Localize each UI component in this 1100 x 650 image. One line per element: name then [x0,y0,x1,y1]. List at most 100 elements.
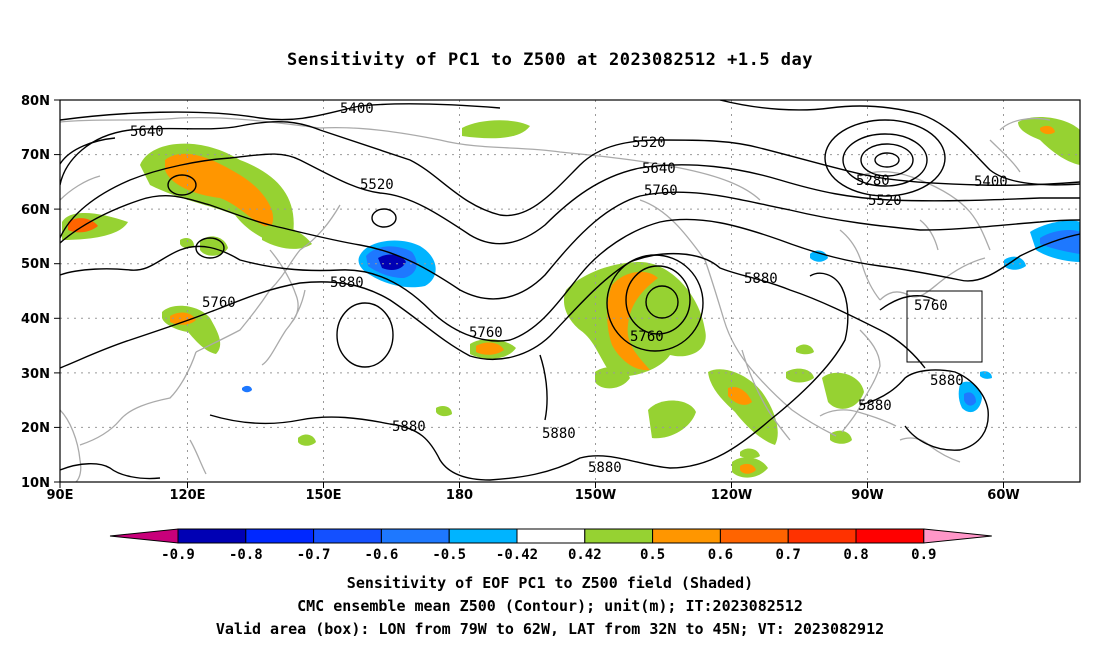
lat-label: 40N [21,312,50,327]
colorbar-box [855,528,925,544]
shade-positive [462,120,530,139]
shade-positive-core [476,342,504,355]
shade-positive [740,448,760,459]
contour-label: 5520 [632,135,666,151]
lon-label: 90W [851,488,883,503]
contour-label: 5880 [542,426,576,442]
colorbar-label: 0.6 [708,547,733,563]
colorbar-label: 0.8 [843,547,868,563]
contour-line [860,143,914,177]
shade-positive [262,224,312,249]
contour-line [60,137,116,165]
contour-line [645,285,679,319]
gridlines [60,100,1080,482]
latitude-labels: 80N 70N 60N 50N 40N 30N 20N 10N [21,94,50,491]
lat-label: 60N [21,203,50,218]
lon-label: 120E [169,488,205,503]
contour-line [879,294,936,311]
contour-line [60,253,926,369]
shade-positive [180,238,194,249]
contour-label: 5880 [392,419,426,435]
colorbar-label: -0.7 [297,547,331,563]
colorbar-box [787,528,857,544]
colorbar-box [380,528,450,544]
shade-negative-darkcore [378,254,406,270]
shade-positive-core [165,153,274,228]
colorbar-box [177,528,247,544]
lat-label: 20N [21,421,50,436]
colorbar-cap-right [923,528,992,544]
lon-label: 180 [446,488,473,503]
colorbar-label: -0.5 [432,547,466,563]
colorbar-box [448,528,518,544]
shade-positive [162,305,221,354]
contour-line [842,133,928,187]
contour-label: 5400 [340,101,374,117]
contour-line [60,218,1080,342]
contour-line [60,103,501,121]
colorbar-label: 0.42 [568,547,602,563]
contour-line [209,272,849,481]
lon-label: 90E [47,488,74,503]
shade-positive [648,400,696,439]
lon-label: 60W [987,488,1019,503]
contour-line [195,237,225,259]
longitude-labels: 90E 120E 150E 180 150W 120W 90W 60W [47,488,1020,503]
lon-label: 150W [575,488,616,503]
shade-negative-core [964,392,976,406]
colorbar-label: 0.7 [776,547,801,563]
shade-positive [708,369,778,445]
contour-line [539,354,548,421]
contour-line [874,152,900,168]
shade-positive [822,372,864,409]
shade-negative [810,250,828,262]
shade-positive-core [740,463,756,474]
shade-positive [786,368,814,383]
map-frame [59,99,1081,483]
z500-contours [60,100,1080,481]
lat-label: 50N [21,257,50,272]
shade-positive [298,434,316,446]
contour-label: 5760 [202,295,236,311]
colorbar-box [719,528,789,544]
contour-label: 5880 [330,275,364,291]
contour-label: 5760 [644,183,678,199]
contour-line [336,302,394,368]
lat-label: 30N [21,367,50,382]
caption-contour: CMC ensemble mean Z500 (Contour); unit(m… [297,597,803,615]
colorbar-label: -0.6 [365,547,399,563]
caption-valid-area: Valid area (box): LON from 79W to 62W, L… [215,620,885,638]
lat-label: 70N [21,148,50,163]
contour-line [60,153,1080,245]
contour-label: 5880 [930,373,964,389]
lon-label: 120W [711,488,752,503]
lon-label: 150E [305,488,341,503]
colorbar-box [516,528,586,544]
contour-line [859,369,989,451]
caption-shading: Sensitivity of EOF PC1 to Z500 field (Sh… [346,574,754,592]
contour-line [625,265,691,335]
contour-label: 5760 [469,325,503,341]
axis-ticks [54,99,1004,488]
contour-line [824,119,946,197]
contour-labels: 5400 5640 5520 5520 5640 5760 5280 5400 … [130,101,1008,476]
contour-line [60,191,1080,300]
colorbar-box [245,528,315,544]
contour-label: 5880 [744,271,778,287]
contour-line [606,254,704,352]
contour-line [60,120,1080,217]
contour-line [60,463,161,480]
colorbar-box [584,528,654,544]
colorbar-box [313,528,382,544]
contour-line [719,100,1080,186]
shade-positive [436,406,452,417]
shade-positive [796,344,814,355]
contour-label: 5760 [630,329,664,345]
lat-label: 10N [21,476,50,491]
shade-negative [980,371,992,379]
colorbar-cap-left [109,528,179,544]
shade-positive [563,262,706,377]
shade-positive-core [170,312,196,325]
contour-label: 5520 [868,193,902,209]
